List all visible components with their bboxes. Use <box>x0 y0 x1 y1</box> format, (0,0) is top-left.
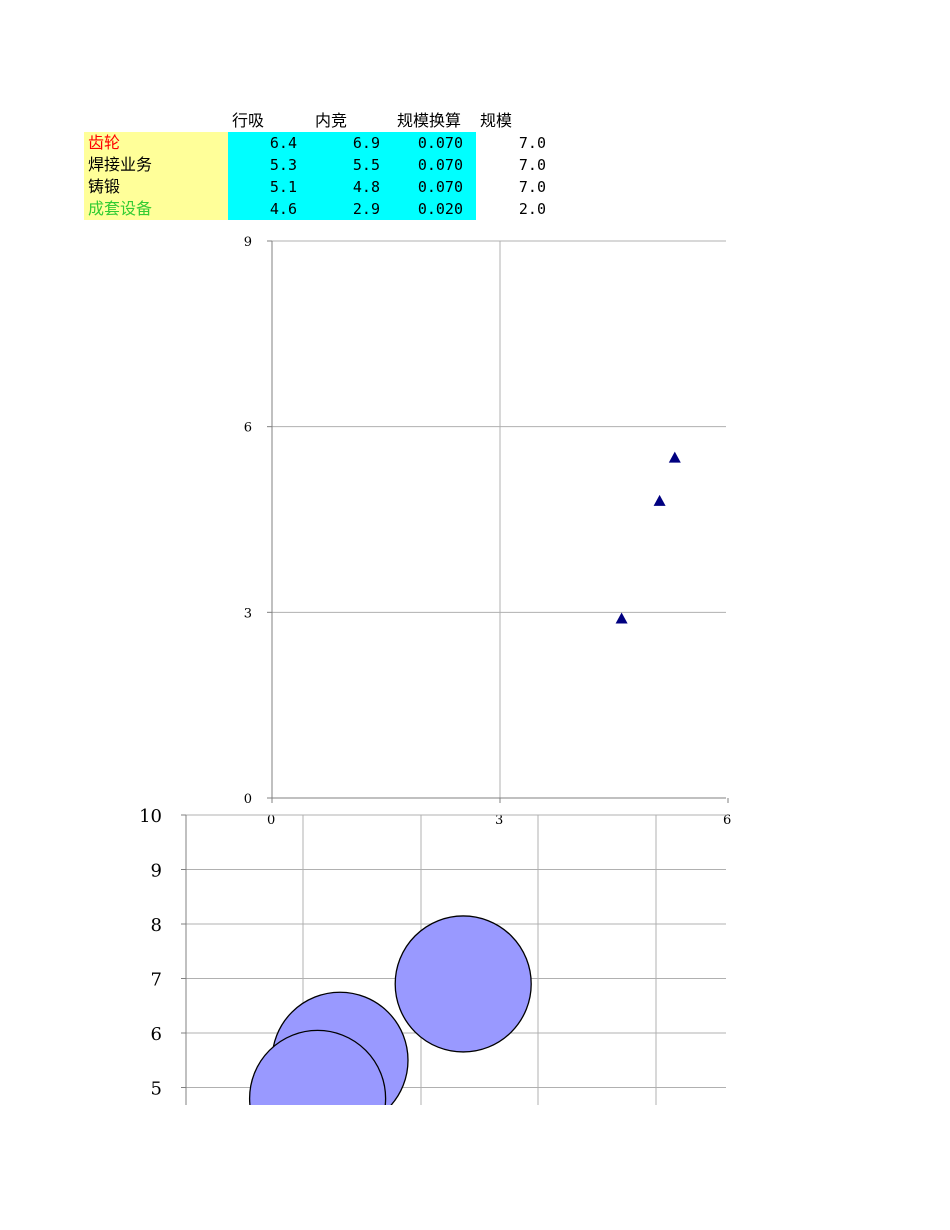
row-value: 0.020 <box>417 200 463 218</box>
y-tick-label: 8 <box>151 915 162 936</box>
value-column-background <box>228 132 476 220</box>
y-tick-label: 0 <box>244 792 252 807</box>
x-tick-label: 6 <box>723 813 731 828</box>
row-value: 6.4 <box>269 134 297 152</box>
triangle-marker <box>668 451 681 463</box>
row-name: 齿轮 <box>88 133 121 152</box>
y-tick-label: 7 <box>151 970 162 991</box>
row-value: 4.6 <box>269 200 297 218</box>
scatter-chart: 0 3 6 9 0 3 6 <box>244 235 732 828</box>
bubble-chart: 5 6 7 8 9 10 <box>139 806 726 1105</box>
header-scale: 规模 <box>480 111 513 130</box>
row-value: 7.0 <box>518 134 546 152</box>
row-name: 铸锻 <box>88 177 121 196</box>
x-tick-label: 0 <box>267 813 275 828</box>
y-tick-label: 5 <box>151 1079 162 1100</box>
name-column-background <box>84 132 228 220</box>
row-value: 6.9 <box>352 134 380 152</box>
y-tick-label: 6 <box>244 421 252 436</box>
y-tick-label: 9 <box>151 861 162 882</box>
row-name: 成套设备 <box>88 199 153 218</box>
bubble-series <box>248 915 532 1105</box>
y-tick-label: 9 <box>244 235 252 250</box>
triangle-marker <box>615 612 628 624</box>
row-value: 0.070 <box>417 178 463 196</box>
row-value: 5.3 <box>269 156 297 174</box>
bubble <box>394 915 532 1053</box>
row-value: 0.070 <box>417 134 463 152</box>
row-value: 2.0 <box>518 200 546 218</box>
x-tick-label: 3 <box>495 813 503 828</box>
row-value: 0.070 <box>417 156 463 174</box>
row-value: 7.0 <box>518 156 546 174</box>
row-value: 2.9 <box>352 200 380 218</box>
bubble <box>248 1029 387 1105</box>
y-tick-label: 6 <box>151 1024 162 1045</box>
header-neijing: 内竞 <box>315 111 348 130</box>
header-hangxi: 行吸 <box>232 111 265 130</box>
row-value: 4.8 <box>352 178 380 196</box>
row-value: 7.0 <box>518 178 546 196</box>
row-value: 5.1 <box>269 178 297 196</box>
y-tick-label: 10 <box>139 806 162 827</box>
row-name: 焊接业务 <box>88 155 153 174</box>
y-tick-label: 3 <box>244 606 252 621</box>
row-value: 5.5 <box>352 156 380 174</box>
triangle-marker <box>653 494 666 506</box>
header-scale-conversion: 规模换算 <box>397 111 462 130</box>
